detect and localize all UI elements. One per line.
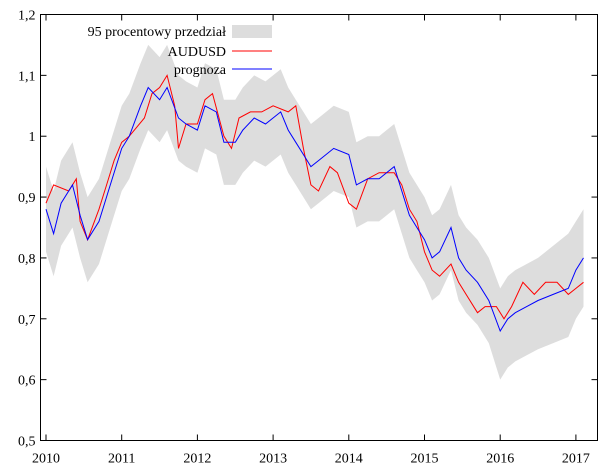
legend-swatch-band (232, 25, 272, 38)
series-line-prognoza (45, 86, 584, 333)
confidence-band (46, 44, 584, 380)
legend-label-audusd: AUDUSD (168, 45, 226, 60)
x-tick-label: 2015 (411, 452, 439, 467)
x-tick-label: 2010 (32, 452, 60, 467)
y-tick-label: 0,5 (18, 435, 36, 450)
legend: 95 procentowy przedział AUDUSD prognoza (88, 25, 272, 78)
x-tick-label: 2013 (259, 452, 287, 467)
x-tick-label: 2016 (486, 452, 514, 467)
y-tick-label: 0,9 (18, 191, 36, 206)
x-tick-label: 2012 (183, 452, 211, 467)
x-tick-label: 2011 (108, 452, 135, 467)
plot-frame (40, 14, 598, 441)
x-tick-label: 2017 (562, 452, 590, 467)
y-tick-label: 0,8 (18, 252, 36, 267)
legend-label-prognoza: prognoza (174, 63, 227, 78)
y-tick-label: 1,1 (18, 69, 36, 84)
y-tick-label: 1,2 (18, 9, 36, 24)
y-tick-label: 0,6 (18, 374, 36, 389)
y-tick-label: 1 (29, 130, 36, 145)
y-tick-label: 0,7 (18, 313, 36, 328)
x-tick-label: 2014 (335, 452, 363, 467)
legend-label-band: 95 procentowy przedział (88, 25, 226, 40)
series-line-audusd (45, 74, 584, 320)
